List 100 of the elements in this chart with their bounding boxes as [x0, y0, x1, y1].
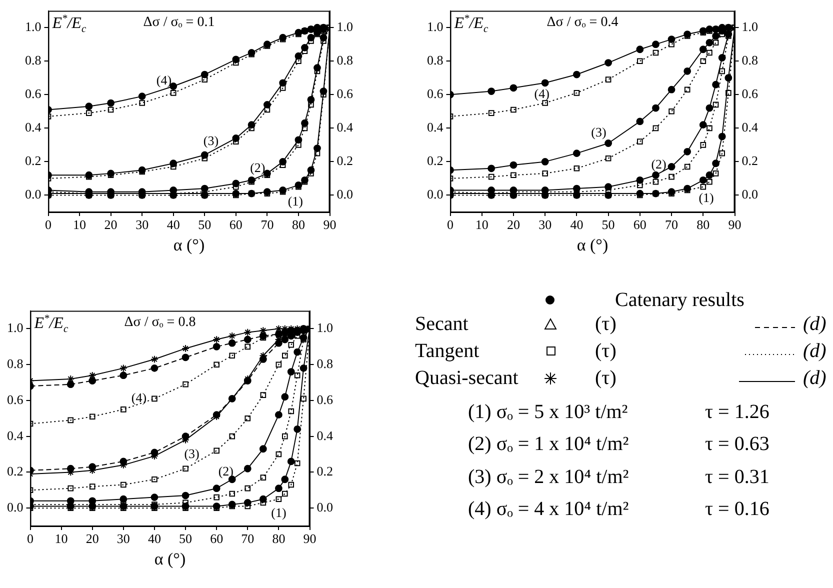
chart-title: Δσ / σₒ = 0.1	[143, 14, 215, 30]
text: (τ)	[595, 340, 616, 362]
x-tick-label: 30	[116, 531, 130, 546]
text: (d)	[803, 367, 826, 389]
y2-tick-label: 0.2	[336, 153, 353, 168]
y-tick-label: 0.4	[427, 120, 444, 135]
y-tick-label: 0.4	[7, 428, 24, 443]
y2-tick-label: 0.6	[742, 86, 758, 102]
y-tick-label: 1.0	[427, 18, 444, 34]
y-tick-label: 0.2	[25, 153, 42, 168]
text: (2) σₒ = 1 x 10⁴ t/m²	[468, 433, 629, 455]
x-tick-label: 40	[166, 217, 180, 232]
y2-tick-label: 0.8	[742, 52, 758, 68]
y-tick-label: 0.0	[7, 499, 24, 514]
chart-title: Δσ / σₒ = 0.8	[124, 314, 196, 330]
text: Quasi-secant	[415, 367, 518, 389]
x-axis-title: α (°)	[576, 235, 608, 254]
annotation: (1)	[271, 504, 286, 520]
y-tick-label: 0.8	[7, 356, 24, 372]
x-tick-label: 20	[506, 217, 520, 232]
x-tick-label: 10	[54, 531, 68, 546]
annotation: (4)	[156, 72, 172, 88]
y-tick-label: 0.8	[427, 52, 444, 68]
y-tick-label: 0.6	[25, 86, 42, 102]
x-tick-label: 0	[27, 531, 34, 546]
annotation: (1)	[288, 193, 303, 208]
y-tick-label: 1.0	[25, 18, 42, 34]
text: (3) σₒ = 2 x 10⁴ t/m²	[468, 466, 629, 488]
x-tick-label: 90	[728, 217, 742, 232]
text: τ = 1.26	[705, 401, 770, 423]
y2-tick-label: 0.0	[316, 499, 333, 514]
y2-tick-label: 0.8	[316, 356, 333, 372]
y2-tick-label: 0.4	[316, 428, 334, 443]
x-tick-label: 90	[323, 217, 336, 232]
y2-tick-label: 0.2	[316, 464, 333, 479]
x-tick-label: 10	[73, 217, 86, 232]
y-tick-label: 0.2	[427, 153, 444, 168]
x-tick-label: 70	[241, 531, 254, 546]
annotation: (3)	[591, 124, 606, 140]
annotation: (1)	[698, 190, 714, 205]
x-axis-title: α (°)	[154, 549, 186, 568]
text: τ = 0.31	[705, 466, 770, 488]
x-tick-label: 70	[665, 217, 678, 232]
y2-tick-label: 1.0	[336, 18, 353, 34]
text: Tangent	[415, 340, 480, 362]
x-tick-label: 0	[45, 217, 52, 232]
y-tick-label: 0.0	[427, 186, 444, 202]
annotation: (2)	[651, 156, 666, 172]
text: Catenary results	[615, 289, 744, 311]
x-tick-label: 60	[633, 217, 646, 232]
text: (τ)	[595, 313, 616, 335]
x-tick-label: 30	[136, 217, 149, 232]
y2-tick-label: 1.0	[742, 18, 758, 34]
x-tick-label: 90	[303, 531, 316, 546]
text: (d)	[803, 340, 826, 362]
x-tick-label: 70	[260, 217, 274, 232]
annotation: (2)	[250, 160, 266, 175]
x-tick-label: 60	[229, 217, 242, 232]
y-tick-label: 0.2	[7, 464, 24, 479]
annotation: (3)	[184, 446, 200, 461]
text: τ = 0.63	[705, 433, 770, 455]
text: (d)	[803, 313, 826, 335]
y2-tick-label: 1.0	[316, 320, 333, 336]
text: (4) σₒ = 4 x 10⁴ t/m²	[468, 498, 629, 520]
y2-tick-label: 0.2	[742, 153, 758, 168]
x-tick-label: 20	[104, 217, 118, 232]
y-tick-label: 0.6	[427, 86, 444, 102]
x-tick-label: 20	[86, 531, 99, 546]
x-tick-label: 0	[447, 217, 454, 232]
x-tick-label: 80	[272, 531, 286, 546]
annotation: (4)	[131, 390, 147, 406]
y2-tick-label: 0.6	[316, 392, 334, 407]
y2-tick-label: 0.0	[336, 186, 353, 202]
x-tick-label: 80	[696, 217, 710, 232]
y2-tick-label: 0.4	[742, 120, 758, 135]
y2-tick-label: 0.8	[336, 52, 353, 68]
text: (τ)	[595, 367, 616, 389]
y-tick-label: 0.8	[25, 52, 42, 68]
y2-tick-label: 0.6	[336, 86, 354, 102]
x-tick-label: 50	[198, 217, 212, 232]
text: Secant	[415, 313, 468, 335]
x-axis-title: α (°)	[173, 235, 205, 254]
y2-tick-label: 0.4	[336, 120, 354, 135]
y-tick-label: 0.4	[25, 120, 42, 135]
x-tick-label: 30	[538, 217, 552, 232]
annotation: (3)	[203, 133, 219, 148]
x-tick-label: 50	[179, 531, 192, 546]
y2-tick-label: 0.0	[742, 186, 758, 202]
text: (1) σₒ = 5 x 10³ t/m²	[468, 401, 628, 423]
x-tick-label: 40	[570, 217, 584, 232]
x-tick-label: 60	[210, 531, 224, 546]
x-tick-label: 10	[475, 217, 488, 232]
annotation: (4)	[534, 86, 550, 102]
x-tick-label: 40	[148, 531, 161, 546]
x-tick-label: 50	[602, 217, 615, 232]
chart-title: Δσ / σₒ = 0.4	[546, 14, 618, 30]
x-tick-label: 80	[292, 217, 305, 232]
y-tick-label: 0.6	[7, 392, 24, 407]
y-tick-label: 0.0	[25, 186, 42, 202]
y-tick-label: 1.0	[7, 320, 24, 336]
